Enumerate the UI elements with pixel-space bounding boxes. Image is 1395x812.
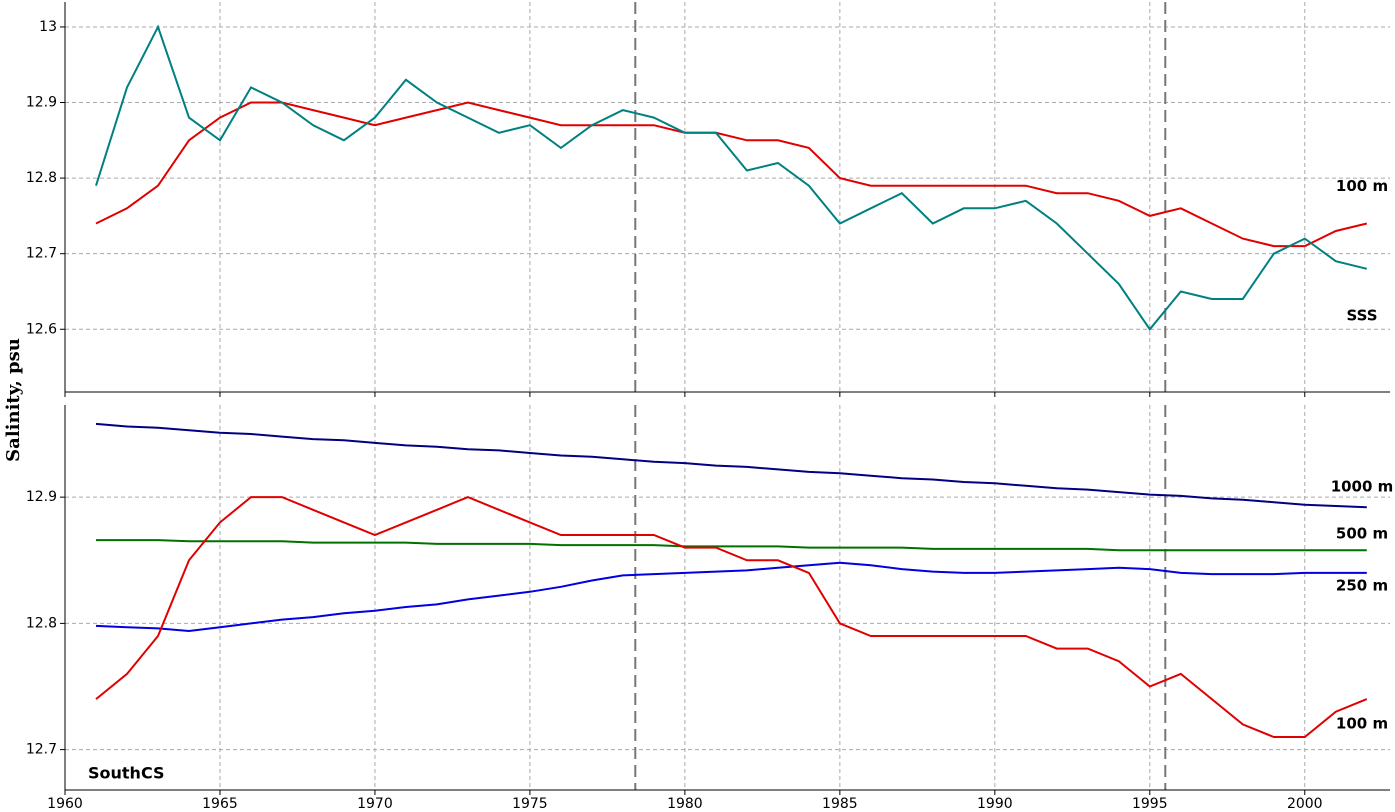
series-label: 100 m <box>1336 177 1388 195</box>
y-tick-label: 12.8 <box>26 615 57 631</box>
series-label: 250 m <box>1336 576 1388 594</box>
series-line <box>96 539 1367 552</box>
y-tick-label: 12.9 <box>26 489 57 505</box>
y-tick-label: 12.9 <box>26 95 57 111</box>
x-tick-label: 1970 <box>357 796 393 812</box>
series-label: 1000 m <box>1331 478 1394 496</box>
series-label: 100 m <box>1336 715 1388 733</box>
y-tick-label: 12.8 <box>26 170 57 186</box>
panel-annotation: SouthCS <box>88 764 165 783</box>
x-tick-label: 1990 <box>977 796 1013 812</box>
x-tick-label: 1960 <box>47 796 83 812</box>
series-line <box>95 561 1367 633</box>
y-tick-label: 13 <box>39 19 57 35</box>
y-axis-title: Salinity, psu <box>3 338 24 462</box>
x-tick-label: 1995 <box>1132 796 1168 812</box>
y-tick-label: 12.6 <box>26 321 57 337</box>
y-tick-label: 12.7 <box>26 246 57 262</box>
series-line <box>95 24 1368 331</box>
series-line <box>95 496 1368 738</box>
x-tick-label: 1980 <box>667 796 703 812</box>
series-label: 500 m <box>1336 525 1388 543</box>
series-line <box>95 101 1368 248</box>
x-tick-label: 1975 <box>512 796 548 812</box>
y-tick-label: 12.7 <box>26 742 57 758</box>
x-tick-label: 2000 <box>1287 796 1323 812</box>
x-tick-label: 1965 <box>202 796 238 812</box>
x-tick-label: 1985 <box>822 796 858 812</box>
series-label: SSS <box>1346 306 1377 324</box>
series-line <box>95 422 1367 509</box>
